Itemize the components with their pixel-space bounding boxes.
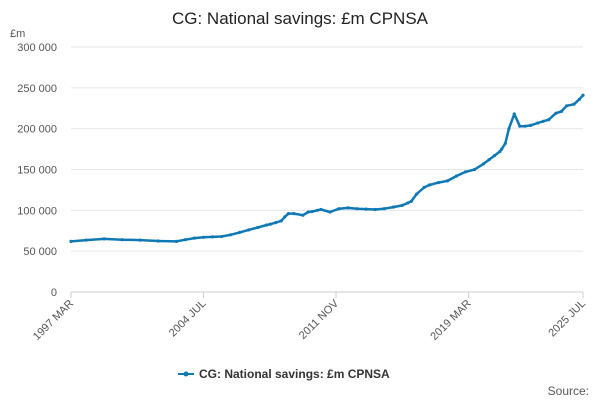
x-axis-ticks: 1997 MAR 2004 JUL 2011 NOV 2019 MAR 2025 JUL [31, 292, 588, 343]
data-point [415, 192, 419, 196]
data-point [292, 212, 296, 216]
y-axis-ticks: 0 50 000 100 000 150 000 200 000 250 000 300 0… [17, 42, 57, 299]
y-axis-unit-label: £m [10, 28, 25, 40]
x-tick-label: 2004 JUL [167, 298, 209, 340]
data-point [274, 221, 278, 225]
data-point [498, 149, 502, 154]
y-tick-label: 250 000 [17, 83, 57, 95]
data-point [102, 237, 106, 241]
chart-title: CG: National savings: £m CPNSA [172, 9, 429, 28]
data-point [220, 234, 224, 239]
data-point [463, 170, 468, 174]
data-point [286, 212, 290, 216]
data-point [427, 183, 431, 187]
data-point [210, 235, 215, 239]
data-point [364, 207, 368, 211]
data-point [503, 141, 507, 145]
data-point [310, 210, 314, 214]
data-point [229, 233, 233, 237]
data-point [238, 230, 242, 234]
data-point [436, 181, 440, 185]
data-point [247, 228, 251, 232]
data-point [69, 239, 73, 243]
data-point [84, 238, 88, 242]
data-point [256, 225, 260, 230]
data-point [301, 213, 305, 217]
data-point [192, 236, 197, 240]
data-point [156, 239, 160, 243]
source-label: Source: [548, 384, 589, 398]
data-point [279, 219, 283, 223]
y-tick-label: 100 000 [17, 205, 57, 217]
data-point [406, 201, 410, 205]
data-point [306, 210, 310, 214]
data-point [328, 210, 332, 214]
data-point [547, 118, 551, 122]
series-line [69, 93, 585, 243]
data-point [201, 235, 206, 239]
data-point [554, 111, 558, 115]
data-point [507, 127, 511, 131]
data-point [355, 207, 359, 211]
data-point [265, 223, 269, 227]
data-point [487, 158, 491, 162]
x-tick-label: 1997 MAR [31, 298, 76, 343]
y-tick-label: 50 000 [23, 246, 57, 258]
data-point [523, 124, 527, 128]
data-point [283, 215, 287, 219]
data-point [559, 109, 563, 114]
y-tick-label: 0 [51, 287, 57, 299]
data-point [315, 208, 319, 212]
data-point [138, 238, 142, 242]
data-point [492, 154, 497, 158]
data-point [319, 207, 323, 212]
data-point [400, 203, 404, 207]
data-point [409, 199, 413, 203]
data-point [565, 104, 569, 108]
data-point [454, 174, 459, 178]
data-point [422, 185, 426, 190]
data-point [473, 167, 477, 172]
data-point [382, 207, 386, 211]
gridlines [71, 46, 583, 252]
data-point [445, 179, 450, 183]
legend[interactable]: CG: National savings: £m CPNSA [178, 367, 390, 381]
data-point [482, 162, 486, 166]
data-point [581, 93, 585, 97]
y-tick-label: 300 000 [17, 42, 57, 54]
data-point [373, 207, 377, 212]
data-point [541, 119, 545, 123]
y-tick-label: 200 000 [17, 124, 57, 136]
data-point [577, 97, 582, 101]
legend-marker-icon [183, 371, 189, 377]
data-point [268, 222, 272, 226]
data-point [183, 238, 187, 242]
data-point [346, 206, 350, 210]
y-tick-label: 150 000 [17, 165, 57, 177]
data-point [512, 112, 516, 116]
x-tick-label: 2011 NOV [297, 297, 342, 342]
data-point [174, 239, 178, 243]
x-tick-label: 2025 JUL [546, 298, 588, 340]
data-point [572, 102, 576, 106]
data-point [337, 207, 341, 211]
data-point [518, 124, 522, 128]
data-point [500, 147, 504, 151]
data-point [120, 238, 124, 242]
data-point [391, 205, 395, 209]
data-point [536, 121, 540, 125]
data-point [529, 123, 533, 127]
series-layer [69, 93, 585, 243]
x-tick-label: 2019 MAR [428, 298, 473, 343]
legend-label: CG: National savings: £m CPNSA [199, 367, 390, 381]
